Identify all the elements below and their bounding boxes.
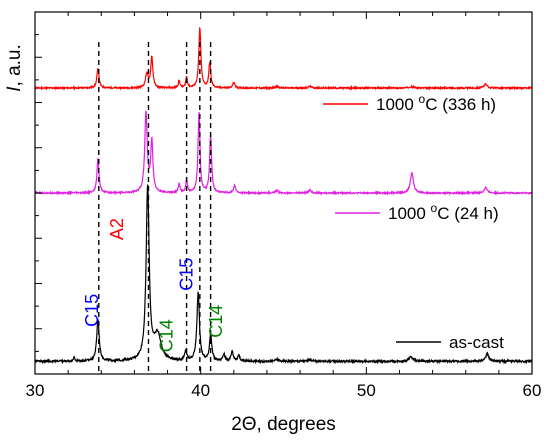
legend-label-as-cast: as-cast — [449, 333, 504, 352]
y-axis-title: I, a.u. — [4, 44, 25, 92]
annotation-c15-1: C15 — [82, 294, 102, 327]
annotation-c14-3: C14 — [157, 319, 177, 352]
x-tick-label-50: 50 — [357, 381, 376, 400]
annotation-c14-5: C14 — [206, 305, 226, 338]
x-tick-label-60: 60 — [523, 381, 542, 400]
reference-lines — [98, 42, 212, 374]
x-tick-label-30: 30 — [26, 381, 45, 400]
x-tick-label-40: 40 — [191, 381, 210, 400]
series-line-1000-c-336-h- — [34, 26, 533, 91]
annotation-a2-2: A2 — [107, 218, 127, 240]
annotation-c15-4: C15 — [176, 258, 196, 291]
x-axis-title: 2Θ, degrees — [231, 414, 336, 435]
legend-label-1000-c-24-h-: 1000 oC (24 h) — [388, 201, 499, 223]
y-axis-title-symbol: I — [4, 86, 25, 92]
legend-label-1000-c-336-h-: 1000 oC (336 h) — [376, 92, 496, 114]
series-line-1000-c-24-h- — [34, 110, 533, 196]
annotations: C15 A2 C14 C15 C14 — [82, 218, 226, 352]
axes: 30 40 50 60 — [26, 12, 542, 400]
series-layer — [34, 26, 533, 365]
series-line-as-cast — [34, 184, 533, 365]
y-axis-title-unit: , a.u. — [4, 44, 25, 86]
legend: 1000 oC (336 h) 1000 oC (24 h) as-cast — [323, 92, 504, 352]
